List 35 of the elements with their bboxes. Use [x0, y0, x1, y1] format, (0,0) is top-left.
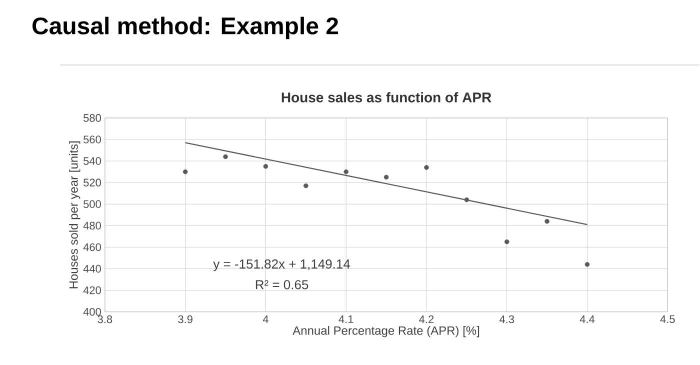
point: [464, 197, 470, 202]
annotation: R² = 0.65: [256, 280, 308, 290]
point: [263, 164, 268, 169]
y-tick-label: 520: [84, 178, 101, 187]
annotation: y = -151.82x + 1,149.14: [213, 260, 350, 272]
point: [424, 165, 429, 170]
chart-subtitle: House sales as function of APR: [282, 92, 492, 103]
point: [544, 219, 550, 224]
x-tick-label: 3.8: [98, 315, 112, 324]
y-tick-label: 440: [83, 264, 101, 273]
chart-title: Causal method: Example 2: [32, 16, 338, 40]
y-tick-label: 560: [84, 136, 101, 144]
x-tick-label: 4: [262, 315, 268, 324]
x-tick-label: 4.4: [580, 315, 595, 324]
x-tick-label: 4.2: [419, 315, 434, 324]
point: [384, 174, 389, 180]
y-tick-label: 500: [84, 200, 101, 208]
point: [584, 262, 590, 267]
y-tick-label: 540: [84, 157, 101, 166]
point: [304, 183, 308, 188]
x-tick-label: 4.3: [499, 315, 514, 324]
y-tick-label: 580: [84, 114, 101, 122]
x-tick-label: 4.5: [660, 315, 675, 324]
x-tick-label: 3.9: [178, 315, 192, 324]
x-tick-label: 4.1: [338, 315, 354, 324]
point: [182, 169, 188, 174]
y-axis-title: Houses sold per year [units]: [69, 142, 80, 288]
point: [223, 154, 228, 160]
point: [504, 240, 510, 244]
y-tick-label: 480: [83, 222, 101, 230]
y-tick-label: 460: [83, 243, 101, 252]
x-axis-title: Annual Percentage Rate (APR) [%]: [292, 326, 480, 338]
y-tick-label: 420: [83, 286, 101, 294]
point: [344, 169, 348, 174]
y-tick-label: 400: [83, 308, 101, 316]
